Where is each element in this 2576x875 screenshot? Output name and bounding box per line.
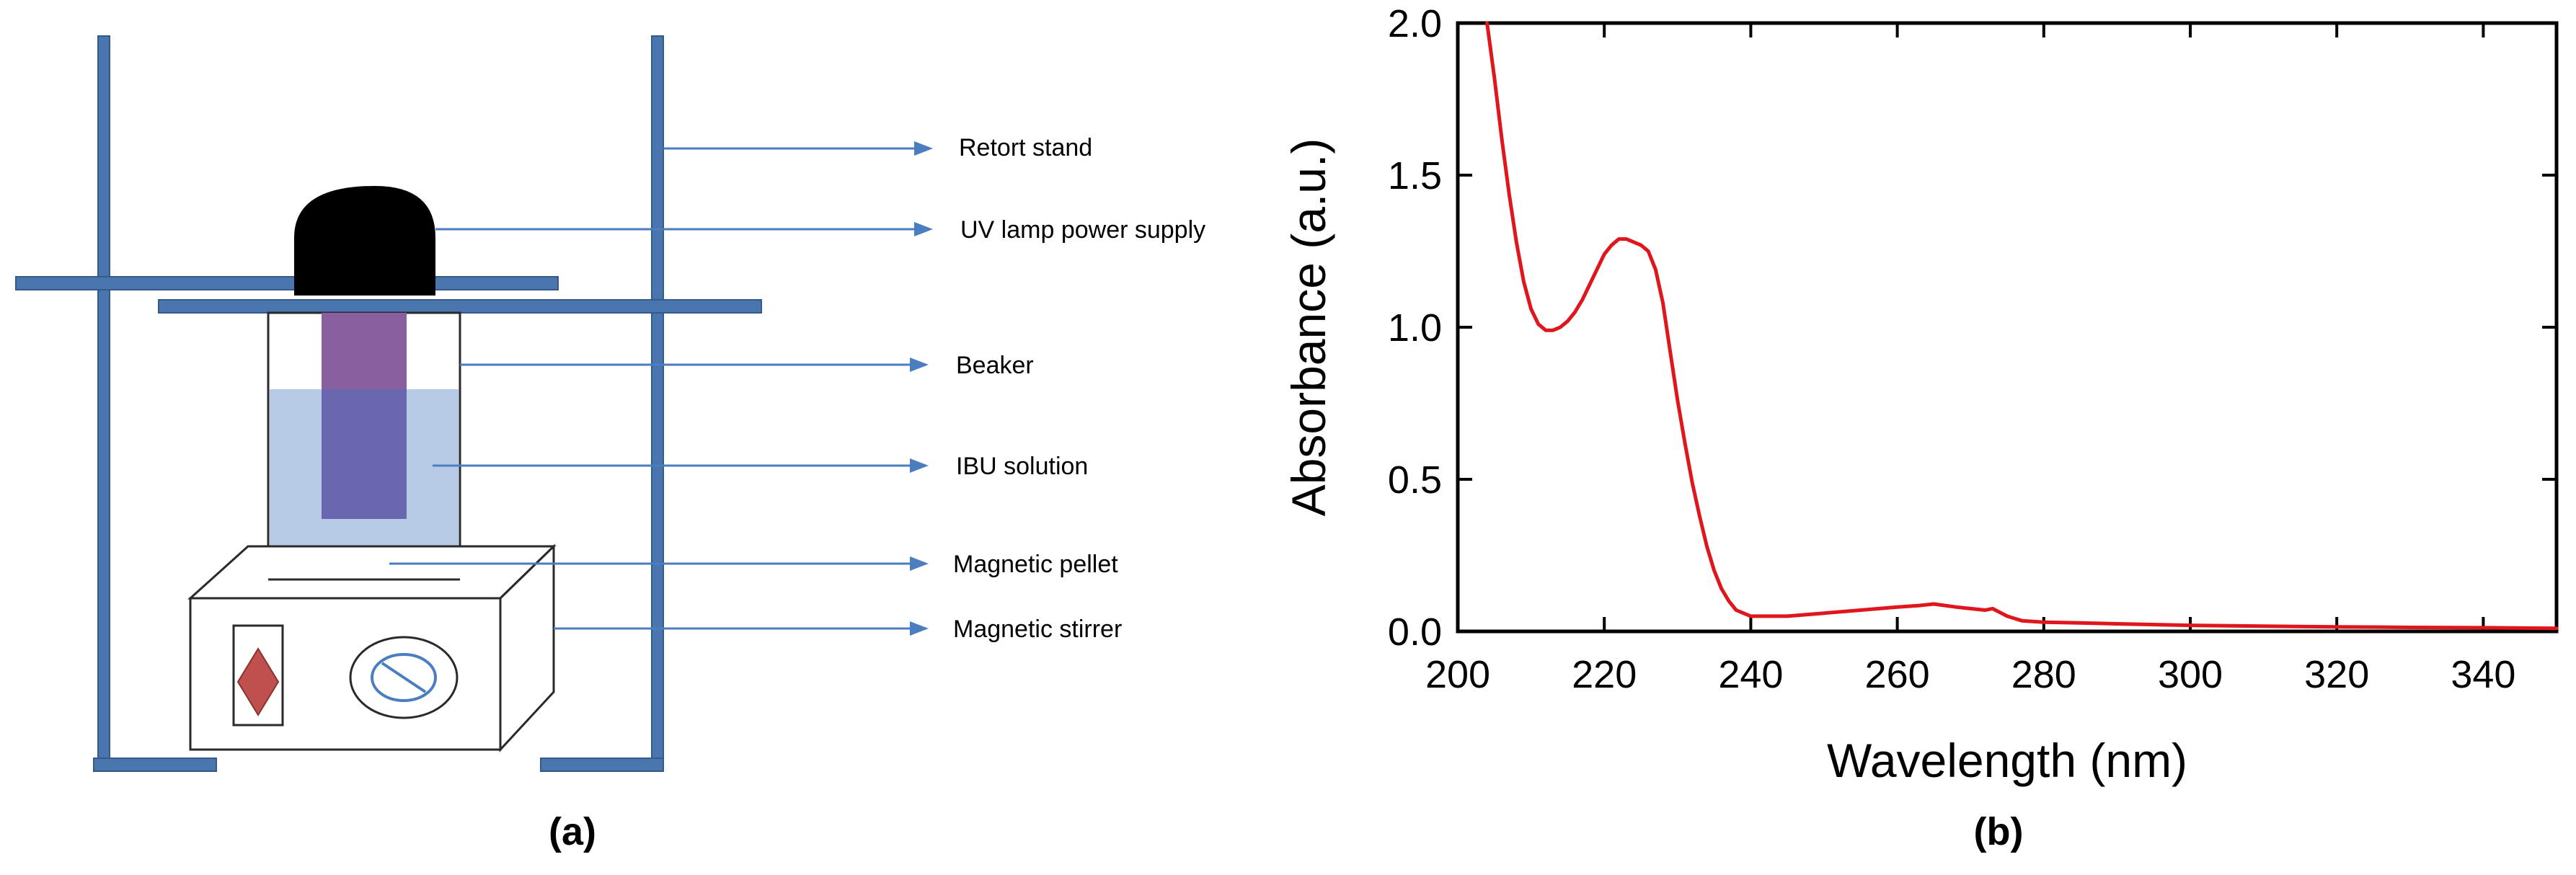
label-magnetic-pellet: Magnetic pellet: [953, 551, 1118, 578]
x-tick-label: 220: [1572, 653, 1637, 696]
x-axis-title: Wavelength (nm): [1827, 734, 2187, 787]
left-foot: [93, 758, 217, 772]
absorbance-chart: 200 220 240 260 280 300 320 3400.00.51.01.52.0 …: [1282, 2, 2559, 853]
x-tick-label: 340: [2451, 653, 2515, 696]
pointer-retort-stand: [663, 141, 933, 156]
right-foot: [540, 758, 664, 772]
x-tick-label: 300: [2158, 653, 2223, 696]
right-upright: [651, 35, 664, 772]
x-tick-label: 320: [2304, 653, 2369, 696]
diagram-caption: (a): [549, 810, 596, 853]
y-tick-label: 0.5: [1388, 458, 1442, 502]
y-tick-label: 1.0: [1388, 306, 1442, 350]
uv-light: [322, 313, 407, 389]
y-tick-label: 1.5: [1388, 154, 1442, 197]
label-magnetic-stirrer: Magnetic stirrer: [953, 616, 1122, 643]
stirrer-dial-marker: [381, 662, 427, 693]
chart-caption: (b): [1974, 810, 2024, 853]
y-tick-label: 2.0: [1388, 2, 1442, 45]
stirrer-switch-diamond: [236, 647, 280, 716]
x-tick-label: 260: [1865, 653, 1930, 696]
upper-crossbar: [15, 276, 559, 290]
label-ibu-solution: IBU solution: [956, 453, 1088, 480]
y-tick-label: 0.0: [1388, 610, 1442, 654]
uv-light-in-solution: [322, 389, 407, 519]
left-upright: [97, 35, 110, 772]
pointer-uv-lamp: [435, 222, 933, 236]
label-retort-stand: Retort stand: [959, 134, 1092, 161]
stirrer-top: [187, 545, 557, 600]
spectrum-series: [1485, 21, 2559, 631]
uv-lamp: [294, 186, 435, 296]
pointer-ibu-solution: [433, 458, 929, 473]
label-uv-lamp-power-supply: UV lamp power supply: [960, 216, 1205, 244]
lower-crossbar: [158, 299, 762, 314]
label-pointers: [389, 141, 933, 636]
pointer-beaker: [460, 357, 929, 372]
apparatus-diagram: Retort stand UV lamp power supply Beaker…: [15, 35, 1205, 853]
pointer-magnetic-pellet: [389, 556, 929, 571]
pointer-magnetic-stirrer: [554, 621, 929, 636]
magnetic-stirrer: [187, 543, 557, 752]
spectrum-line: [1485, 21, 2559, 631]
plot-frame: [1456, 21, 2559, 634]
x-tick-label: 200: [1425, 653, 1490, 696]
x-tick-label: 240: [1718, 653, 1783, 696]
x-tick-label: 280: [2011, 653, 2076, 696]
axis-ticks: 200 220 240 260 280 300 320 340 0.0 0.5 1.0 1.5 2.0: [1388, 2, 2557, 696]
label-beaker: Beaker: [956, 352, 1034, 379]
y-axis-title: Absorbance (a.u.): [1282, 138, 1335, 517]
